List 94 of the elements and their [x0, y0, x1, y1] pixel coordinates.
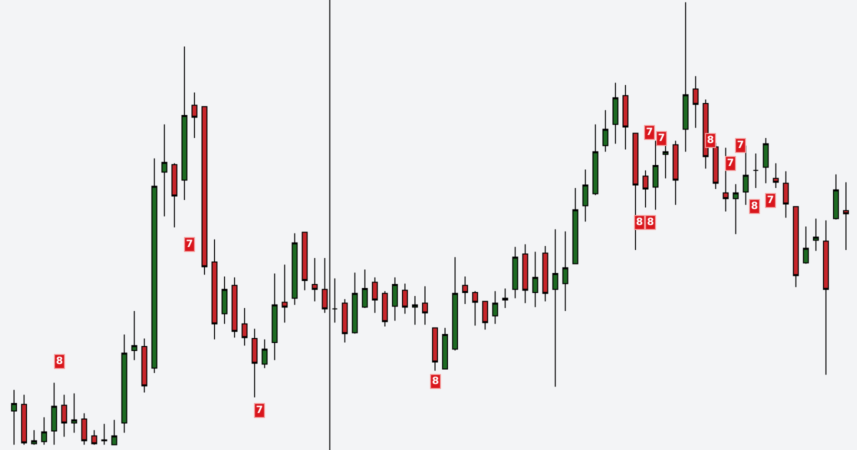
candlestick: [642, 170, 648, 208]
candlestick: [192, 92, 198, 139]
candlestick: [332, 278, 338, 324]
candlestick: [91, 430, 98, 446]
annotation: 7: [658, 133, 665, 144]
candlestick: [362, 268, 368, 308]
candlestick: [222, 276, 228, 324]
annotation: 7: [767, 195, 774, 206]
candlestick: [121, 334, 128, 434]
annotation: 8: [636, 217, 643, 228]
candlestick: [752, 153, 759, 189]
candlestick: [342, 298, 348, 343]
candlestick: [51, 382, 58, 446]
candlestick: [472, 290, 478, 326]
annotation: 7: [727, 158, 734, 169]
candlestick: [262, 338, 268, 369]
candlestick: [141, 338, 148, 393]
annotation: 8: [647, 217, 654, 228]
candlestick: [682, 2, 689, 152]
candlestick: [252, 328, 258, 398]
candlestick: [662, 145, 669, 179]
candlestick: [432, 327, 438, 372]
candlestick: [61, 394, 68, 438]
candlestick: [31, 430, 38, 446]
candlestick: [392, 276, 398, 322]
candlestick: [21, 394, 28, 446]
candlestick: [402, 283, 408, 314]
candlestick: [692, 76, 699, 128]
annotation: 8: [707, 135, 714, 146]
candlestick: [372, 276, 378, 314]
candlestick: [111, 419, 118, 446]
candlestick: [272, 272, 278, 361]
candlestick: [462, 276, 468, 304]
candlestick: [602, 110, 608, 152]
candlestick: [131, 310, 138, 361]
candlestick: [782, 170, 789, 218]
candlestick: [722, 147, 729, 212]
candlestick: [512, 246, 518, 299]
candlestick: [522, 244, 528, 304]
candlestick: [812, 218, 819, 252]
candlestick: [652, 140, 658, 210]
candlestick: [672, 140, 679, 206]
candlestick: [762, 138, 769, 184]
annotation: 7: [646, 127, 653, 138]
candlestick: [442, 327, 448, 370]
candlestick: [41, 416, 48, 446]
candlestick: [772, 162, 779, 189]
annotation: 8: [56, 356, 63, 367]
candlestick: [592, 124, 598, 196]
candlestick: [542, 246, 548, 302]
candlestick: [412, 296, 418, 326]
candlestick: [582, 168, 588, 222]
candlestick: [322, 257, 328, 314]
candlestick: [81, 412, 88, 446]
candlestick: [482, 300, 488, 330]
annotation: 7: [186, 239, 193, 250]
candlestick: [101, 423, 108, 446]
candlestick: [11, 389, 17, 446]
candlestick: [422, 286, 428, 326]
candlestick: [312, 257, 318, 302]
annotation: 7: [256, 405, 263, 416]
candlestick: [202, 106, 208, 276]
candlestick: [802, 226, 809, 264]
candlestick: [292, 232, 298, 306]
candlestick: [792, 206, 799, 288]
candlestick: [352, 272, 358, 334]
annotation: 7: [737, 140, 744, 151]
candlestick: [212, 238, 218, 340]
candlestick: [151, 158, 158, 374]
candlestick: [562, 230, 568, 312]
candlestick: [171, 162, 178, 228]
candlestick: [382, 290, 388, 328]
candlestick: [492, 290, 498, 324]
candlestick: [632, 132, 638, 250]
candlestick: [572, 188, 578, 264]
candlestick: [552, 228, 558, 388]
candlestick: [622, 84, 628, 150]
candlestick: [532, 251, 538, 308]
candlestick: [732, 184, 739, 235]
candlestick: [822, 220, 829, 376]
candlestick: [71, 392, 78, 434]
candlestick: [502, 288, 508, 308]
candlestick: [282, 264, 288, 324]
candlestick: [161, 124, 168, 217]
candlestick: [232, 276, 238, 338]
candlestick: [452, 256, 458, 351]
candlestick: [302, 232, 308, 291]
candlestick: [833, 174, 839, 220]
candlestick: [242, 307, 248, 346]
annotation: 8: [751, 201, 758, 212]
candlestick: [181, 46, 188, 200]
candlestick: [843, 182, 849, 250]
annotation: 8: [432, 376, 439, 387]
candlestick: [612, 82, 618, 144]
